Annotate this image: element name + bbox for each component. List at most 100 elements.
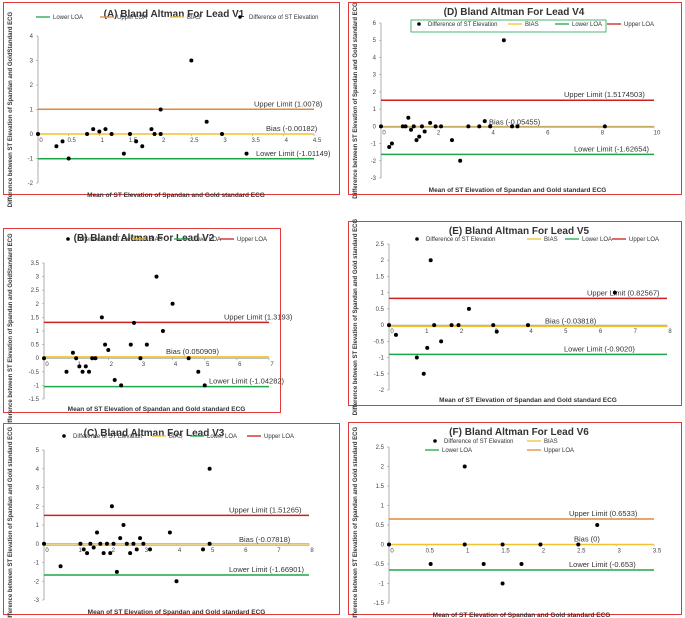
legend-label: Difference of ST Elevation	[426, 237, 495, 243]
x-tick-label: 7	[277, 548, 281, 554]
data-point	[510, 124, 515, 129]
data-point	[134, 139, 139, 144]
data-point	[42, 356, 46, 361]
legend-label: BIAS	[149, 237, 163, 243]
x-tick-label: 8	[668, 329, 672, 335]
data-point	[111, 541, 116, 546]
data-point	[91, 545, 96, 550]
legend-label: Difference of ST Elevation	[249, 15, 318, 21]
data-point	[81, 547, 86, 552]
data-point	[109, 504, 114, 509]
data-point	[141, 541, 146, 546]
x-tick-label: 2	[112, 548, 116, 554]
y-tick-label: 3	[373, 73, 377, 79]
y-tick-label: -1	[28, 157, 34, 163]
x-tick-label: 8	[601, 130, 605, 136]
data-point	[428, 258, 433, 263]
data-point	[488, 124, 493, 129]
data-point	[140, 144, 145, 149]
x-tick-label: 3.5	[251, 138, 260, 144]
x-tick-label: 5	[211, 548, 215, 554]
data-point	[538, 542, 543, 547]
data-point	[93, 356, 98, 361]
x-axis-label: Mean of ST Elevation of Spandan and Gold…	[88, 609, 266, 616]
y-tick-label: -3	[371, 176, 377, 182]
data-point	[99, 315, 104, 320]
x-tick-label: 4	[178, 548, 182, 554]
data-point	[85, 132, 90, 136]
legend-label: BIAS	[525, 22, 539, 28]
x-tick-label: 7	[270, 362, 274, 368]
data-point	[90, 356, 95, 361]
data-point	[70, 350, 75, 355]
x-tick-label: 3	[617, 549, 621, 555]
y-tick-label: 2.5	[31, 288, 40, 294]
chart-title: (E) Bland Altman For Lead V5	[449, 226, 590, 237]
y-tick-label: 2	[373, 90, 377, 96]
chart-legend: Lower LOA Upper LOA BIAS Difference of ST E…	[36, 15, 318, 21]
data-point	[491, 323, 496, 328]
data-point	[393, 332, 398, 337]
data-point	[158, 107, 163, 112]
data-point	[160, 329, 165, 333]
chart-panel-v6: (F) Bland Altman For Lead V6 Difference o…	[348, 422, 682, 618]
data-point	[104, 541, 109, 546]
y-tick-label: -0.5	[374, 562, 385, 568]
data-point	[144, 342, 149, 347]
y-tick-label: 0.5	[376, 307, 385, 313]
y-tick-label: -0.5	[374, 339, 385, 345]
data-point	[95, 530, 99, 535]
y-tick-label: 3	[36, 486, 40, 492]
y-tick-label: 0	[373, 124, 377, 130]
x-tick-label: 2	[437, 130, 441, 136]
upper-limit-annotation: Upper Limit (0.82567)	[587, 288, 660, 297]
y-tick-label: 0.5	[31, 343, 40, 349]
lower-limit-annotation: Lower Limit (-1.62654)	[574, 144, 650, 153]
data-point	[414, 138, 419, 143]
legend-label: Lower LOA	[572, 22, 602, 28]
x-tick-label: 6	[599, 329, 603, 335]
data-point	[387, 542, 391, 547]
data-point	[131, 541, 136, 546]
data-point	[519, 562, 524, 566]
upper-limit-annotation: Upper Limit (1.51265)	[229, 505, 302, 514]
data-point	[101, 551, 106, 556]
y-tick-label: -1	[371, 142, 377, 148]
data-point	[119, 383, 124, 388]
legend-label: Difference of ST Elevation	[77, 237, 146, 243]
data-point	[36, 132, 40, 136]
x-tick-label: 3	[145, 548, 149, 554]
chart-title: (D) Bland Altman For Lead V4	[444, 7, 585, 18]
data-point	[439, 124, 444, 129]
chart-panel-v1: (A) Bland Altman For Lead V1 Lower LOA Upp…	[3, 2, 340, 207]
data-point	[149, 127, 154, 132]
chart-panel-v2: (B) Bland Altman For Lead V2 Difference o…	[3, 228, 293, 429]
data-point	[428, 120, 433, 125]
data-point	[406, 115, 411, 120]
y-tick-label: 2	[30, 83, 34, 89]
x-tick-label: 1.5	[129, 138, 138, 144]
data-point	[114, 569, 119, 574]
y-tick-label: 5	[373, 38, 377, 44]
data-point	[128, 551, 133, 556]
x-tick-label: 0	[382, 130, 386, 136]
data-point	[477, 124, 482, 129]
data-point	[456, 323, 461, 328]
data-point	[201, 547, 205, 552]
data-point	[88, 541, 93, 546]
x-axis-label: Mean of ST Elevation of Spandan and Gold…	[433, 612, 611, 618]
x-tick-label: 5	[206, 362, 210, 368]
x-tick-label: 0	[45, 362, 49, 368]
data-point	[602, 124, 607, 129]
data-point	[138, 536, 143, 541]
y-tick-label: 1	[373, 107, 377, 113]
data-point	[54, 144, 59, 149]
x-tick-label: 2	[110, 362, 114, 368]
y-axis-label: Difference between ST Elevation of Spand…	[8, 233, 14, 429]
upper-limit-annotation: Upper Limit (0.6533)	[569, 509, 638, 518]
data-point	[458, 158, 463, 163]
data-point	[466, 306, 471, 311]
